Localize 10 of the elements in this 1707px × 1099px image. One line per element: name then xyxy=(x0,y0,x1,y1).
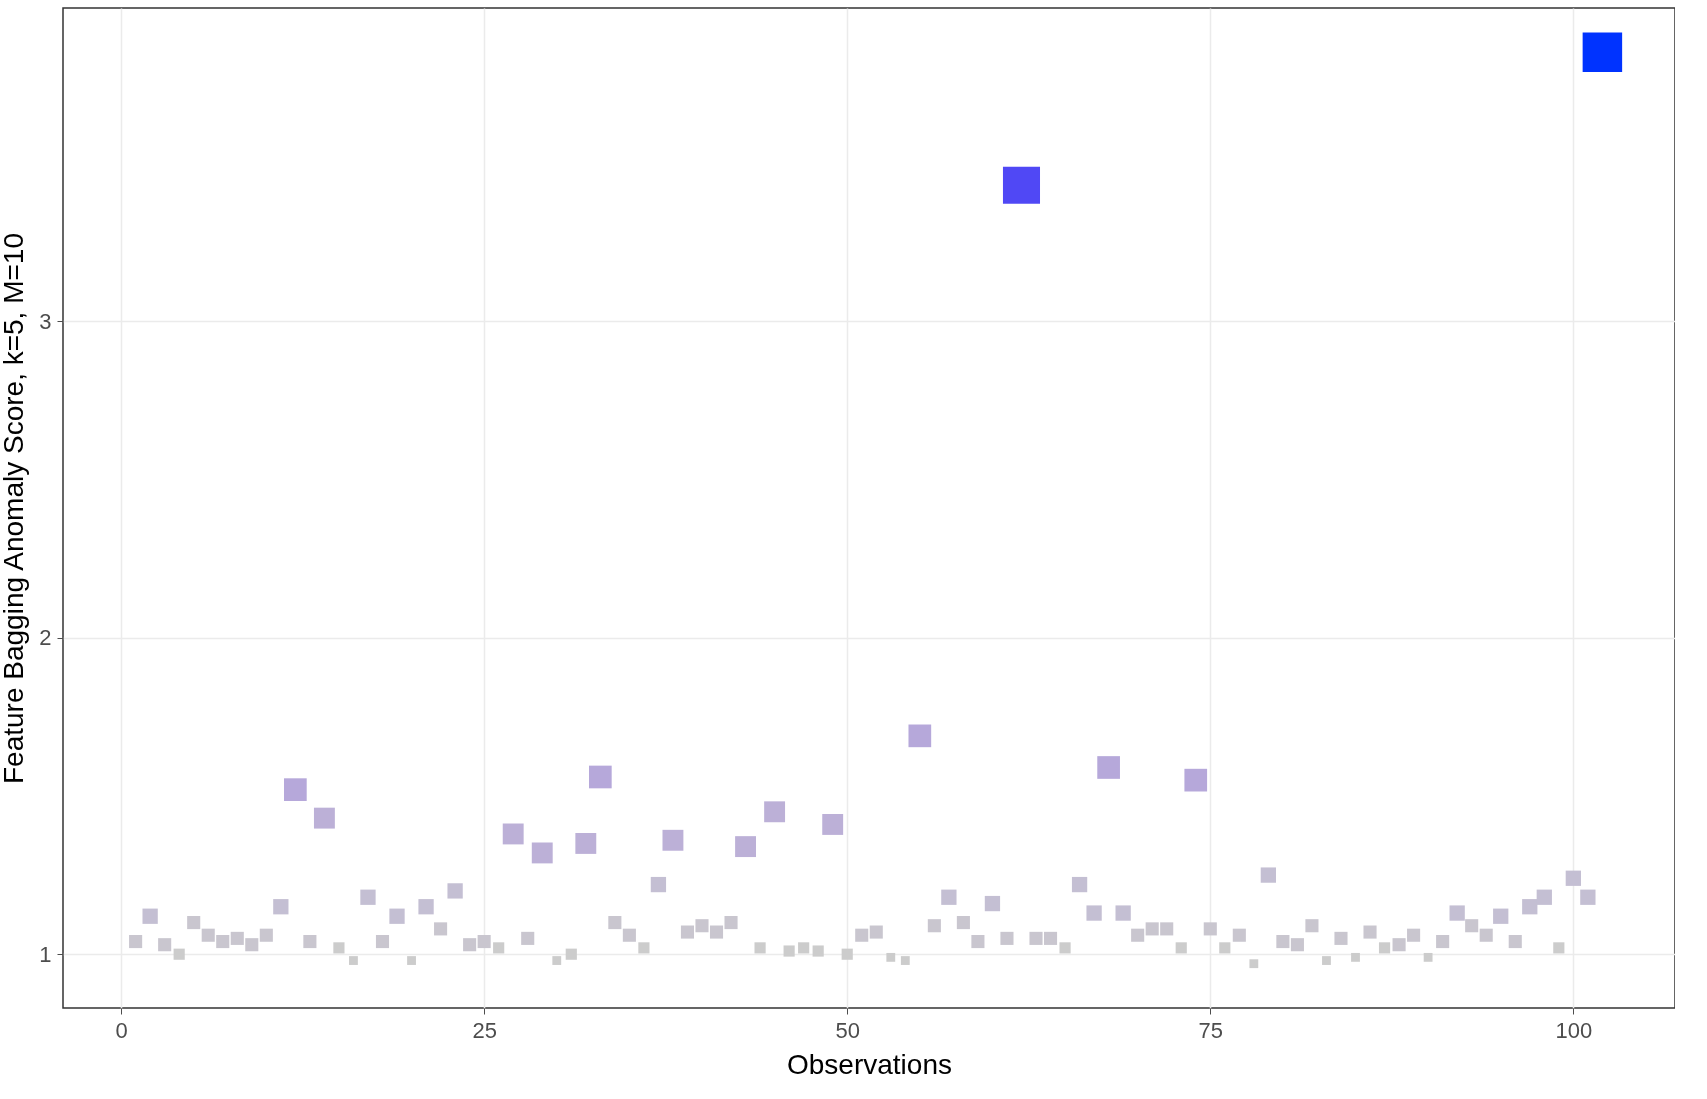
x-tick-label: 25 xyxy=(472,1017,497,1043)
y-tick-label: 1 xyxy=(39,941,52,967)
x-tick-label: 50 xyxy=(835,1017,860,1043)
y-tick-label: 3 xyxy=(39,308,52,334)
y-tick-label: 2 xyxy=(39,625,52,651)
x-tick-label: 0 xyxy=(115,1017,128,1043)
x-tick-label: 75 xyxy=(1198,1017,1224,1043)
y-axis-title: Feature Bagging Anomaly Score, k=5, M=10 xyxy=(0,233,30,784)
x-tick-label: 100 xyxy=(1555,1017,1593,1043)
x-axis-title: Observations xyxy=(787,1048,952,1080)
